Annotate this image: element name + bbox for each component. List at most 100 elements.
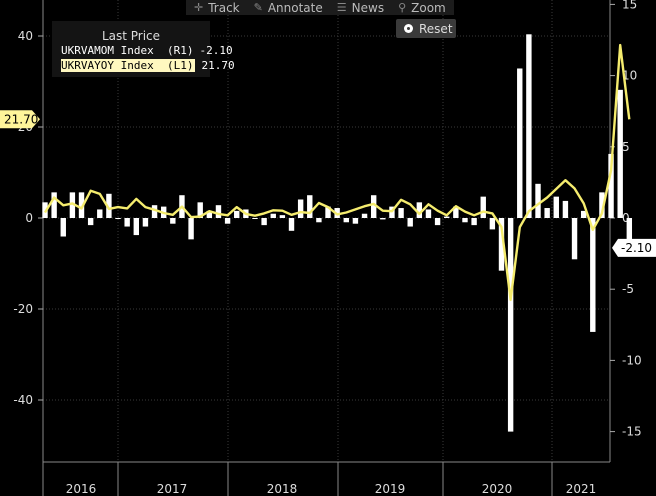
bar (425, 209, 432, 218)
bar (124, 218, 130, 227)
legend-series-value: 21.70 (201, 59, 235, 72)
right-tick-label: -15 (622, 425, 642, 439)
bar (78, 192, 85, 218)
bar (580, 210, 587, 218)
bar (544, 208, 550, 218)
last-value-left-tag (0, 110, 40, 129)
chart-legend: Last Price UKRVAMOM Index (R1) -2.10 UKR… (52, 21, 235, 77)
zoom-label: Zoom (411, 0, 446, 15)
bar (234, 210, 240, 218)
bar (480, 196, 486, 218)
reset-icon (404, 24, 413, 33)
bar (380, 218, 386, 220)
news-icon: ☰ (336, 1, 347, 14)
bar (106, 193, 112, 218)
bar (590, 218, 596, 332)
x-tick-label: 2016 (66, 482, 97, 496)
news-label: News (351, 0, 385, 15)
x-tick-label: 2021 (566, 482, 597, 496)
bar (87, 218, 94, 226)
bar (316, 218, 322, 223)
left-tick-label: 40 (18, 29, 33, 43)
bar (288, 218, 295, 231)
bar (297, 199, 304, 218)
right-tick-label: -5 (622, 282, 634, 296)
bar (170, 218, 176, 224)
last-value-right-label: -2.10 (621, 241, 652, 255)
right-tick-label: 15 (622, 0, 637, 11)
crosshair-icon: ✛ (194, 1, 204, 14)
left-tick-label: -40 (13, 393, 33, 407)
bar (343, 218, 349, 223)
bar (370, 195, 377, 218)
bar (462, 218, 468, 223)
bar (307, 195, 313, 218)
bar (352, 218, 359, 224)
legend-item-yoy[interactable]: UKRVAYOY Index (L1) 21.70 (57, 58, 235, 73)
x-tick-label: 2020 (482, 482, 513, 496)
bar (498, 218, 505, 271)
bar (526, 34, 532, 218)
bar (517, 68, 523, 218)
bar (224, 218, 231, 224)
legend-title: Last Price (101, 29, 161, 43)
legend-series-value: -2.10 (199, 44, 233, 57)
bar (42, 202, 48, 218)
bar (617, 89, 623, 218)
bar (489, 218, 496, 230)
right-tick-label: 10 (622, 69, 637, 83)
bar (434, 218, 441, 226)
x-tick-label: 2017 (157, 482, 188, 496)
last-value-left-label: 21.70 (4, 112, 38, 126)
bar (51, 192, 57, 218)
zoom-button[interactable]: ⚲ Zoom (398, 0, 446, 15)
magnifier-icon: ⚲ (398, 1, 407, 14)
legend-item-mom[interactable]: UKRVAMOM Index (R1) -2.10 (57, 43, 233, 58)
line-series-yoy (43, 43, 631, 302)
bar (270, 213, 276, 218)
bar (142, 218, 149, 227)
bar (133, 218, 139, 236)
bar (188, 218, 194, 240)
bar (252, 218, 258, 219)
bar (261, 218, 267, 226)
bar (361, 213, 368, 218)
reset-button[interactable]: Reset (396, 19, 456, 38)
right-tick-label: 5 (622, 140, 630, 154)
bar (535, 183, 541, 218)
bar (115, 218, 121, 219)
annotate-label: Annotate (267, 0, 323, 15)
bar (553, 196, 559, 218)
bar (626, 218, 633, 248)
left-tick-label: 0 (25, 211, 33, 225)
bar (444, 216, 450, 218)
x-tick-label: 2018 (267, 482, 298, 496)
x-tick-label: 2019 (375, 482, 406, 496)
bar (471, 218, 477, 226)
bar (416, 202, 423, 218)
bar (279, 215, 286, 218)
reset-label: Reset (419, 21, 453, 36)
bar (562, 200, 569, 218)
bar (325, 206, 331, 218)
bar (398, 208, 404, 218)
track-label: Track (208, 0, 240, 15)
pencil-icon: ✎ (253, 1, 263, 14)
legend-series-name: UKRVAYOY Index (L1) (61, 59, 196, 72)
right-tick-label: -10 (622, 353, 642, 367)
bar (507, 218, 514, 432)
bar (97, 209, 103, 218)
annotate-button[interactable]: ✎ Annotate (254, 0, 323, 15)
last-value-right-tag (612, 238, 656, 257)
right-tick-label: 0 (622, 211, 630, 225)
bar (60, 218, 66, 237)
track-button[interactable]: ✛ Track (194, 0, 240, 15)
bar (215, 205, 222, 218)
bar (69, 192, 76, 218)
bar (599, 192, 605, 218)
bar (453, 206, 459, 218)
bar (206, 210, 213, 218)
news-button[interactable]: ☰ News (337, 0, 384, 15)
left-tick-label: -20 (13, 302, 33, 316)
